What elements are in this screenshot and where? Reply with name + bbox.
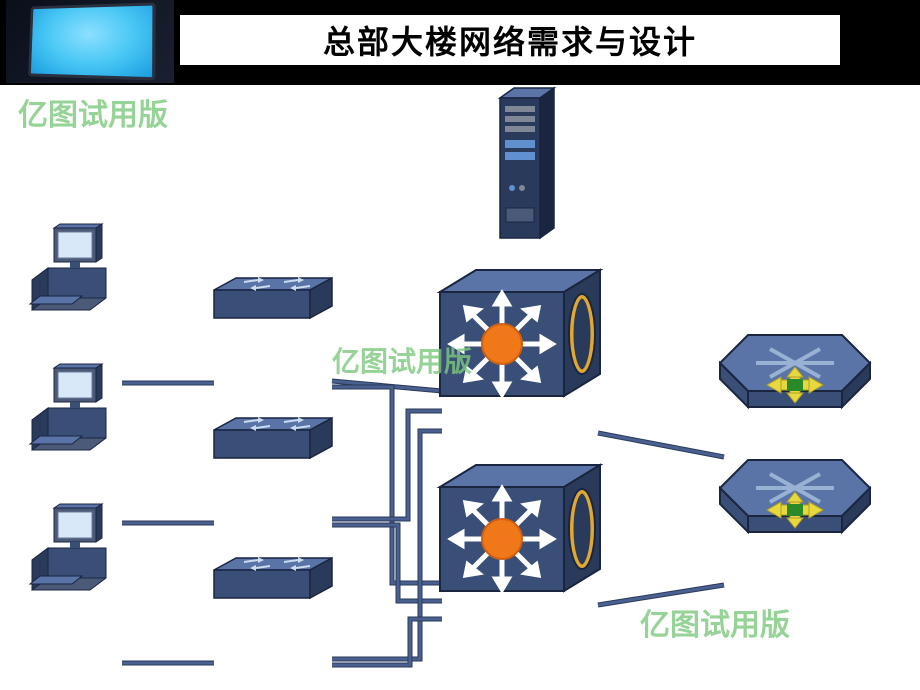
core2 — [440, 465, 600, 591]
pc1 — [30, 224, 106, 310]
switch3 — [214, 557, 332, 598]
switch2 — [214, 417, 332, 458]
server — [500, 88, 554, 238]
switch1 — [214, 277, 332, 318]
title-bar: 总部大楼网络需求与设计 — [180, 15, 840, 65]
link-switch2-core1 — [332, 411, 442, 519]
network-links — [122, 323, 724, 665]
link-core2-router2 — [598, 585, 724, 605]
pc2 — [30, 364, 106, 450]
link-switch1-core2 — [332, 387, 442, 583]
link-switch2-core2 — [332, 525, 442, 601]
header-bar: 总部大楼网络需求与设计 — [0, 0, 920, 85]
link-core1-router1 — [598, 433, 724, 457]
pc3 — [30, 504, 106, 590]
core1 — [440, 270, 600, 396]
monitor-photo — [6, 0, 174, 83]
link-switch3-core1 — [332, 431, 442, 659]
page-title: 总部大楼网络需求与设计 — [323, 17, 697, 63]
router1 — [720, 335, 870, 407]
network-diagram — [0, 85, 920, 690]
router2 — [720, 460, 870, 532]
